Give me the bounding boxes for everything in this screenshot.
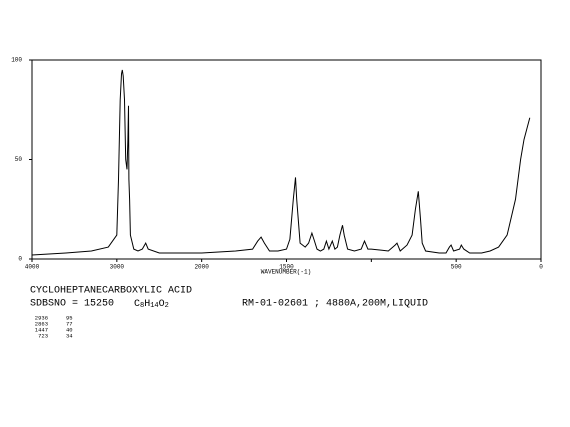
x-tick-label: 3000 [110, 264, 125, 271]
y-tick-label: 100 [11, 57, 22, 64]
peak-intensity: 77 [66, 320, 73, 327]
formula-subscript: 2 [165, 302, 169, 310]
x-tick-label: 500 [451, 264, 462, 271]
x-tick-label: 0 [539, 264, 543, 271]
formula-subscript: 14 [150, 302, 158, 310]
formula-element: C [134, 299, 140, 310]
x-tick-label: 1500 [279, 264, 294, 271]
peak-table: 2936 95 2863 77 1447 40 723 34 [35, 314, 74, 339]
formula-element: O [159, 299, 165, 310]
x-tick-label: 4000 [25, 264, 40, 271]
conditions: RM-01-02601 ; 4880A,200M,LIQUID [242, 299, 428, 310]
formula-subscript: 8 [140, 302, 144, 310]
peak-wavenumber: 2863 [35, 320, 48, 327]
y-tick-label: 50 [15, 156, 23, 163]
formula-element: H [144, 299, 150, 310]
plot-frame [31, 59, 542, 260]
x-axis-label: WAVENUMBER(-1) [261, 269, 311, 276]
x-tick-label: 2000 [194, 264, 209, 271]
peak-wavenumber: 1447 [35, 326, 48, 333]
peak-intensity: 40 [66, 326, 73, 333]
peak-wavenumber: 723 [38, 332, 48, 339]
sdbs-number: SDBSNO = 15250 [30, 299, 114, 310]
compound-name: CYCLOHEPTANECARBOXYLIC ACID [30, 286, 192, 297]
peak-wavenumber: 2936 [35, 314, 48, 321]
formula: C8H14O2 [134, 299, 169, 310]
peak-intensity: 95 [66, 314, 73, 321]
y-tick-label: 0 [18, 256, 22, 263]
spectrum-line [31, 69, 531, 256]
peak-intensity: 34 [66, 332, 73, 339]
